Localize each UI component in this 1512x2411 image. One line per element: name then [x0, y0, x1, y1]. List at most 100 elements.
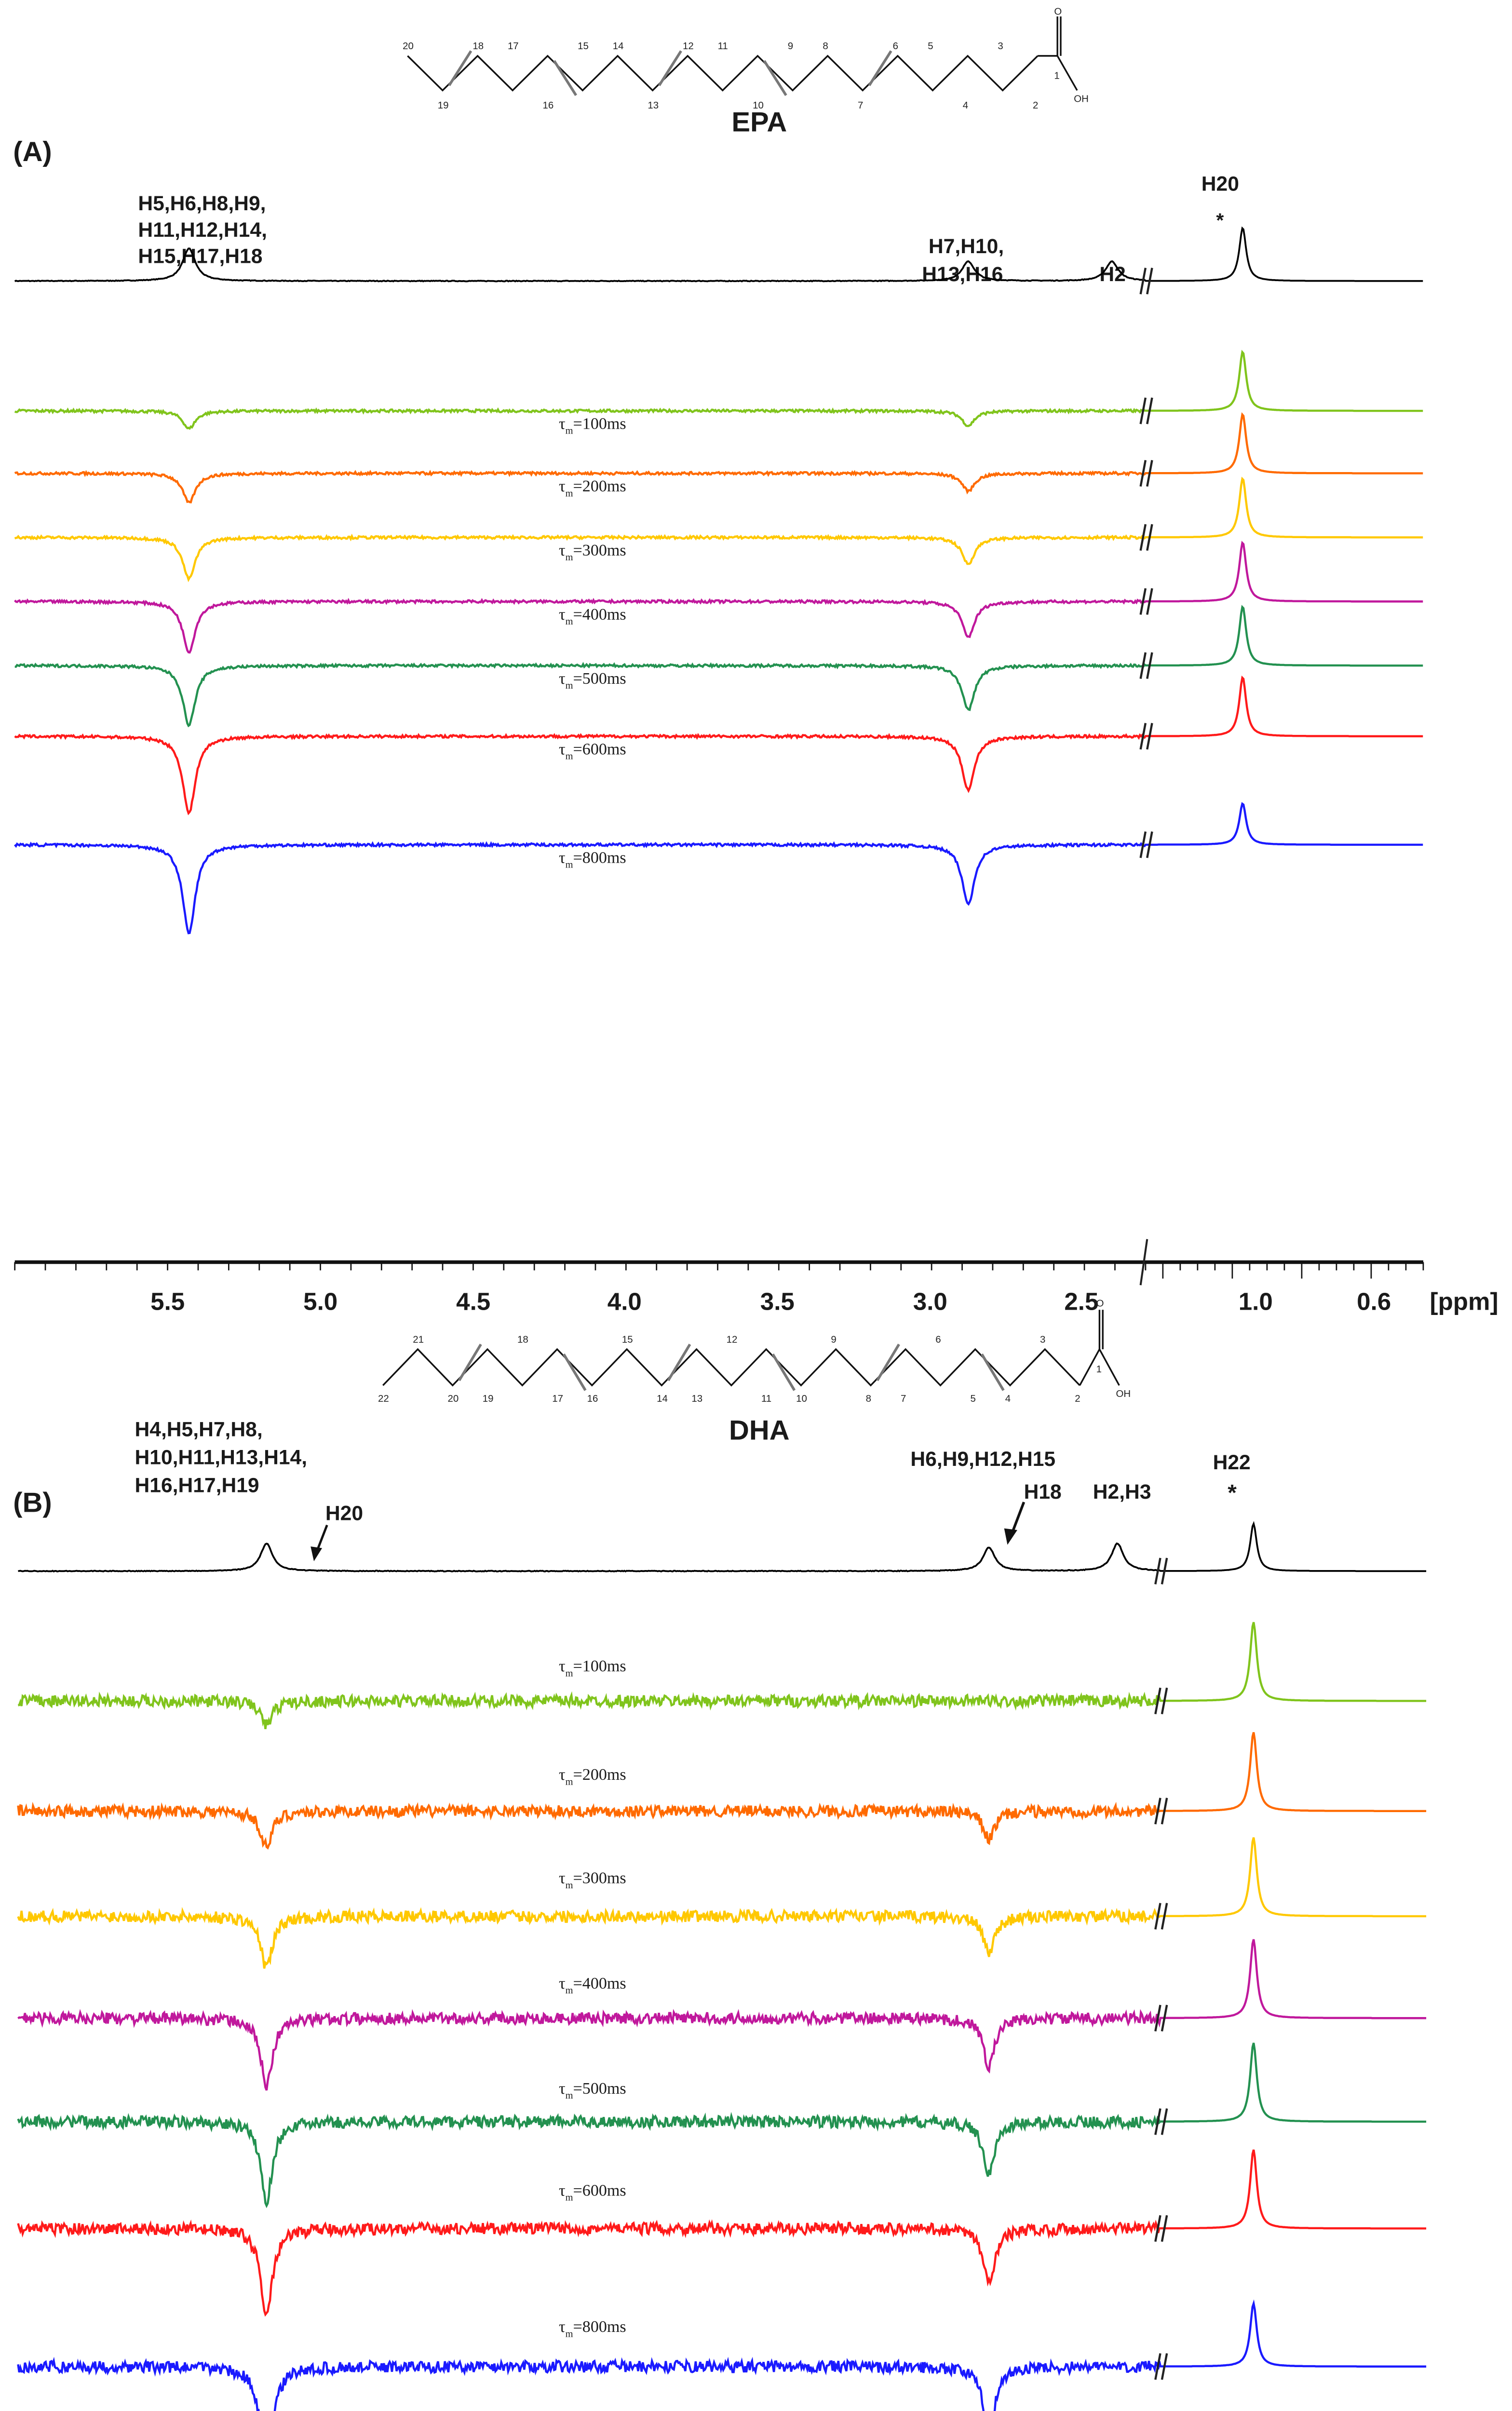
svg-text:10: 10 — [796, 1393, 807, 1404]
epa-x-axis — [14, 1239, 1424, 1286]
tick-label: 5.0 — [303, 1287, 338, 1315]
spectrum-trace — [14, 412, 1423, 504]
dha-olefinic-label-1: H4,H5,H7,H8, — [135, 1418, 263, 1441]
svg-text:16: 16 — [587, 1393, 598, 1404]
spectrum-trace — [17, 2043, 1427, 2208]
svg-text:OH: OH — [1116, 1388, 1131, 1399]
axis-break-marker — [1154, 1558, 1168, 1585]
svg-text:13: 13 — [691, 1393, 702, 1404]
svg-text:5: 5 — [928, 41, 933, 52]
axis-break-marker — [1139, 652, 1153, 679]
svg-text:4: 4 — [1005, 1393, 1011, 1404]
axis-break-marker — [1154, 1687, 1168, 1715]
svg-text:19: 19 — [483, 1393, 494, 1404]
tick-label: 0.6 — [1357, 1287, 1391, 1315]
dha-tau-label-500: τm=500ms — [559, 2080, 626, 2101]
epa-x-tick-labels: 5.5 5.0 4.5 4.0 3.5 3.0 2.5 1.0 0.6 [ppm… — [150, 1287, 1498, 1315]
svg-text:19: 19 — [438, 100, 449, 111]
axis-break-marker — [1154, 2353, 1168, 2380]
epa-structure: O OH 1 20 18 17 15 14 12 11 9 8 6 5 3 19 16 13 10 7 4 2 — [403, 6, 1089, 111]
tick-label: 2.5 — [1064, 1287, 1098, 1315]
svg-text:14: 14 — [613, 41, 624, 52]
dha-h20-label: H20 — [325, 1502, 363, 1525]
tick-label: 4.0 — [608, 1287, 642, 1315]
svg-text:12: 12 — [683, 41, 694, 52]
axis-break-marker — [1139, 723, 1153, 750]
svg-text:O: O — [1096, 1298, 1104, 1309]
svg-text:9: 9 — [831, 1334, 836, 1345]
dha-tau-label-800: τm=800ms — [559, 2318, 626, 2339]
svg-text:6: 6 — [893, 41, 898, 52]
epa-tau-label-800: τm=800ms — [559, 849, 626, 870]
svg-text:8: 8 — [823, 41, 828, 52]
epa-tau-label-200: τm=200ms — [559, 477, 626, 499]
svg-text:17: 17 — [552, 1393, 563, 1404]
svg-text:9: 9 — [788, 41, 793, 52]
svg-text:18: 18 — [472, 41, 484, 52]
epa-tau-label-600: τm=600ms — [559, 740, 626, 761]
svg-text:3: 3 — [1040, 1334, 1045, 1345]
spectrum-trace — [14, 476, 1423, 582]
dha-tau-label-300: τm=300ms — [559, 1869, 626, 1891]
spectrum-trace — [17, 1622, 1427, 1729]
epa-h20-label: H20 — [1202, 172, 1239, 195]
svg-text:18: 18 — [517, 1334, 528, 1345]
spectrum-trace — [14, 541, 1423, 654]
svg-text:7: 7 — [858, 100, 863, 111]
panel-b-label: (B) — [13, 1488, 52, 1518]
spectrum-trace — [17, 1837, 1427, 1969]
spectrum-trace — [17, 1732, 1427, 1850]
svg-text:20: 20 — [403, 41, 414, 52]
axis-break-marker — [1154, 1903, 1168, 1930]
spectrum-trace — [14, 802, 1423, 935]
dha-h22-star: * — [1228, 1480, 1237, 1506]
epa-h20-star: * — [1216, 209, 1224, 231]
svg-text:20: 20 — [448, 1393, 459, 1404]
svg-text:11: 11 — [718, 41, 728, 52]
dha-h2h3-label: H2,H3 — [1093, 1480, 1151, 1503]
dha-mixing-time-labels: τm=100ms τm=200ms τm=300ms τm=400ms τm=5… — [559, 1657, 626, 2339]
svg-text:13: 13 — [648, 100, 659, 111]
svg-text:2: 2 — [1075, 1393, 1080, 1404]
svg-text:1: 1 — [1054, 70, 1059, 81]
epa-olefinic-label-1: H5,H6,H8,H9, — [138, 192, 266, 215]
x-axis-unit: [ppm] — [1430, 1287, 1498, 1315]
dha-h18-arrowhead — [1004, 1528, 1017, 1545]
epa-bisallylic-label-1: H7,H10, — [929, 235, 1004, 258]
svg-text:11: 11 — [761, 1393, 771, 1404]
epa-tau-label-100: τm=100ms — [559, 415, 626, 436]
epa-spectra — [14, 226, 1423, 935]
dha-tau-label-200: τm=200ms — [559, 1766, 626, 1787]
tick-label: 3.5 — [760, 1287, 795, 1315]
dha-title: DHA — [729, 1415, 790, 1446]
svg-text:1: 1 — [1096, 1364, 1102, 1375]
svg-text:6: 6 — [935, 1334, 941, 1345]
spectrum-trace — [14, 226, 1423, 283]
svg-text:14: 14 — [657, 1393, 668, 1404]
axis-break-marker — [1139, 831, 1153, 858]
epa-olefinic-label-3: H15,H17,H18 — [138, 244, 262, 268]
axis-break-marker — [1139, 524, 1153, 551]
dha-spectra — [17, 1521, 1427, 2411]
axis-break-marker — [1139, 588, 1153, 615]
axis-break-marker — [1154, 1798, 1168, 1825]
dha-h22-label: H22 — [1213, 1451, 1251, 1474]
epa-olefinic-label-2: H11,H12,H14, — [138, 218, 267, 242]
spectrum-trace — [14, 675, 1423, 815]
spectrum-trace — [17, 2149, 1427, 2317]
epa-bisallylic-label-2: H13,H16 — [922, 263, 1003, 286]
dha-tau-label-100: τm=100ms — [559, 1657, 626, 1679]
dha-h18-label: H18 — [1024, 1480, 1062, 1503]
epa-tau-label-300: τm=300ms — [559, 542, 626, 563]
panel-a-label: (A) — [13, 136, 52, 167]
dha-olefinic-label-3: H16,H17,H19 — [135, 1474, 259, 1497]
dha-structure: O OH 1 21 18 15 12 9 6 3 22 20 19 17 16 14 13 11 10 8 7 5 4 2 — [378, 1298, 1131, 1404]
panel-b: O OH 1 21 18 15 12 9 6 3 22 20 19 17 16 14 13 11 10 8 7 5 4 2 D… — [13, 1298, 1427, 2411]
svg-text:4: 4 — [963, 100, 968, 111]
dha-olefinic-label-2: H10,H11,H13,H14, — [135, 1446, 308, 1469]
panel-a: O OH 1 20 18 17 15 14 12 11 9 8 6 5 3 19 16 13 10 7 4 2 EPA (… — [13, 6, 1498, 1315]
tick-label: 1.0 — [1239, 1287, 1273, 1315]
svg-text:21: 21 — [413, 1334, 424, 1345]
svg-text:10: 10 — [753, 100, 764, 111]
